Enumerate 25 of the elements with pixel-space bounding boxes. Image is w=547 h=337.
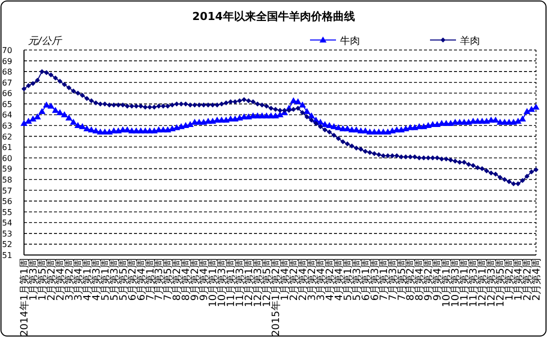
y-tick-label: 60 xyxy=(2,154,12,163)
y-tick-label: 66 xyxy=(2,89,12,98)
y-tick-label: 53 xyxy=(2,229,12,238)
y-tick-label: 58 xyxy=(2,175,12,184)
chart-title: 2014年以来全国牛羊肉价格曲线 xyxy=(192,10,355,23)
y-tick-label: 56 xyxy=(2,197,12,206)
y-tick-label: 55 xyxy=(2,208,12,217)
y-axis-title: 元/公斤 xyxy=(28,35,62,47)
y-tick-label: 70 xyxy=(2,46,12,55)
y-tick-label: 64 xyxy=(2,110,12,120)
y-tick-label: 54 xyxy=(2,218,12,228)
legend-label: 羊肉 xyxy=(460,35,480,47)
x-tick-label: 2月第4周 xyxy=(530,258,542,301)
y-tick-label: 62 xyxy=(2,132,12,142)
y-tick-label: 59 xyxy=(2,164,12,174)
y-tick-label: 61 xyxy=(2,143,12,152)
y-tick-label: 51 xyxy=(2,251,12,260)
legend-label: 牛肉 xyxy=(340,35,360,47)
y-tick-label: 57 xyxy=(2,186,12,196)
y-tick-label: 52 xyxy=(2,240,12,250)
y-tick-label: 69 xyxy=(2,56,12,66)
y-tick-label: 68 xyxy=(2,68,12,77)
y-tick-label: 65 xyxy=(2,100,12,109)
y-tick-label: 67 xyxy=(2,78,12,88)
y-tick-label: 63 xyxy=(2,122,12,131)
